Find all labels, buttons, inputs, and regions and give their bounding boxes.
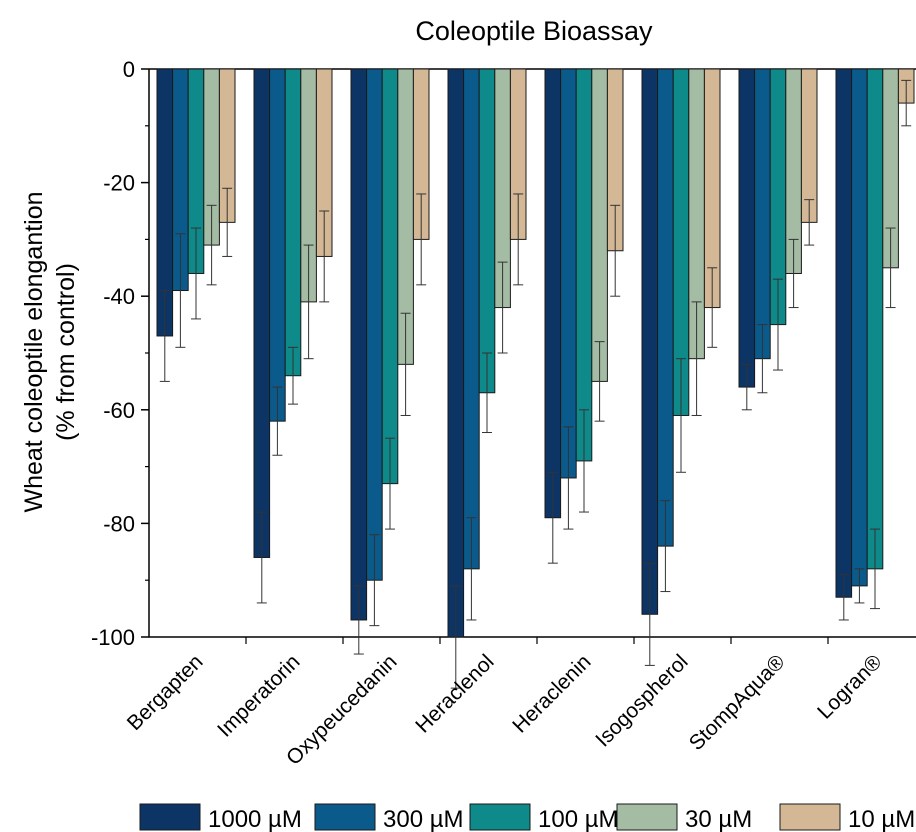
bar-4-0 bbox=[544, 68, 562, 519]
y-tick-label: 0 bbox=[123, 57, 135, 82]
y-axis-label-line2: (% from control) bbox=[52, 263, 80, 441]
y-tick-label: -80 bbox=[103, 511, 135, 536]
bar-4-3 bbox=[591, 68, 608, 382]
x-tick-label: Heraclenin bbox=[508, 650, 595, 737]
legend-label: 300 µM bbox=[383, 806, 464, 832]
legend-swatch bbox=[139, 803, 201, 831]
bar-5-1 bbox=[657, 68, 674, 547]
y-tick-label: -20 bbox=[103, 171, 135, 196]
legend-swatch bbox=[469, 803, 531, 831]
legend-swatch bbox=[616, 803, 678, 831]
bar-3-2 bbox=[478, 68, 496, 394]
bar-2-1 bbox=[366, 68, 383, 581]
bar-7-0 bbox=[835, 68, 853, 598]
legend-swatch bbox=[314, 803, 376, 831]
bar-4-1 bbox=[560, 68, 577, 479]
legend-label: 10 µM bbox=[848, 806, 915, 832]
legend: 1000 µM 300 µM 100 µM 30 µM 10 µM bbox=[139, 803, 915, 832]
legend-label: 1000 µM bbox=[208, 806, 302, 832]
legend-swatch bbox=[779, 803, 841, 831]
bar-5-0 bbox=[641, 68, 659, 615]
y-tick-label: -40 bbox=[103, 284, 135, 309]
x-tick-label: StompAqua® bbox=[685, 650, 790, 755]
bar-1-1 bbox=[269, 68, 286, 422]
bar-1-0 bbox=[253, 68, 271, 558]
x-tick-label: Logran® bbox=[813, 650, 887, 724]
bar-2-0 bbox=[350, 68, 368, 621]
bar-2-2 bbox=[381, 68, 399, 485]
chart-title: Coleoptile Bioassay bbox=[415, 16, 653, 46]
y-tick-label: -100 bbox=[91, 625, 135, 650]
bar-7-2 bbox=[866, 68, 884, 570]
bar-7-1 bbox=[851, 68, 868, 587]
bar-6-1 bbox=[754, 68, 771, 360]
bar-4-2 bbox=[575, 68, 593, 462]
bar-6-0 bbox=[738, 68, 756, 388]
x-tick-label: Bergapten bbox=[123, 650, 208, 735]
x-tick-label: Imperatorin bbox=[213, 650, 304, 741]
bar-1-2 bbox=[284, 68, 302, 377]
bar-3-1 bbox=[463, 68, 480, 570]
y-tick-label: -60 bbox=[103, 398, 135, 423]
legend-label: 100 µM bbox=[538, 806, 619, 832]
x-tick-label: Isogospherol bbox=[591, 650, 692, 751]
bar-3-0 bbox=[447, 68, 465, 638]
legend-label: 30 µM bbox=[685, 806, 752, 832]
x-tick-label: Heraclenol bbox=[411, 650, 498, 737]
y-axis-label-line1: Wheat coleoptile elongantion bbox=[20, 191, 48, 512]
